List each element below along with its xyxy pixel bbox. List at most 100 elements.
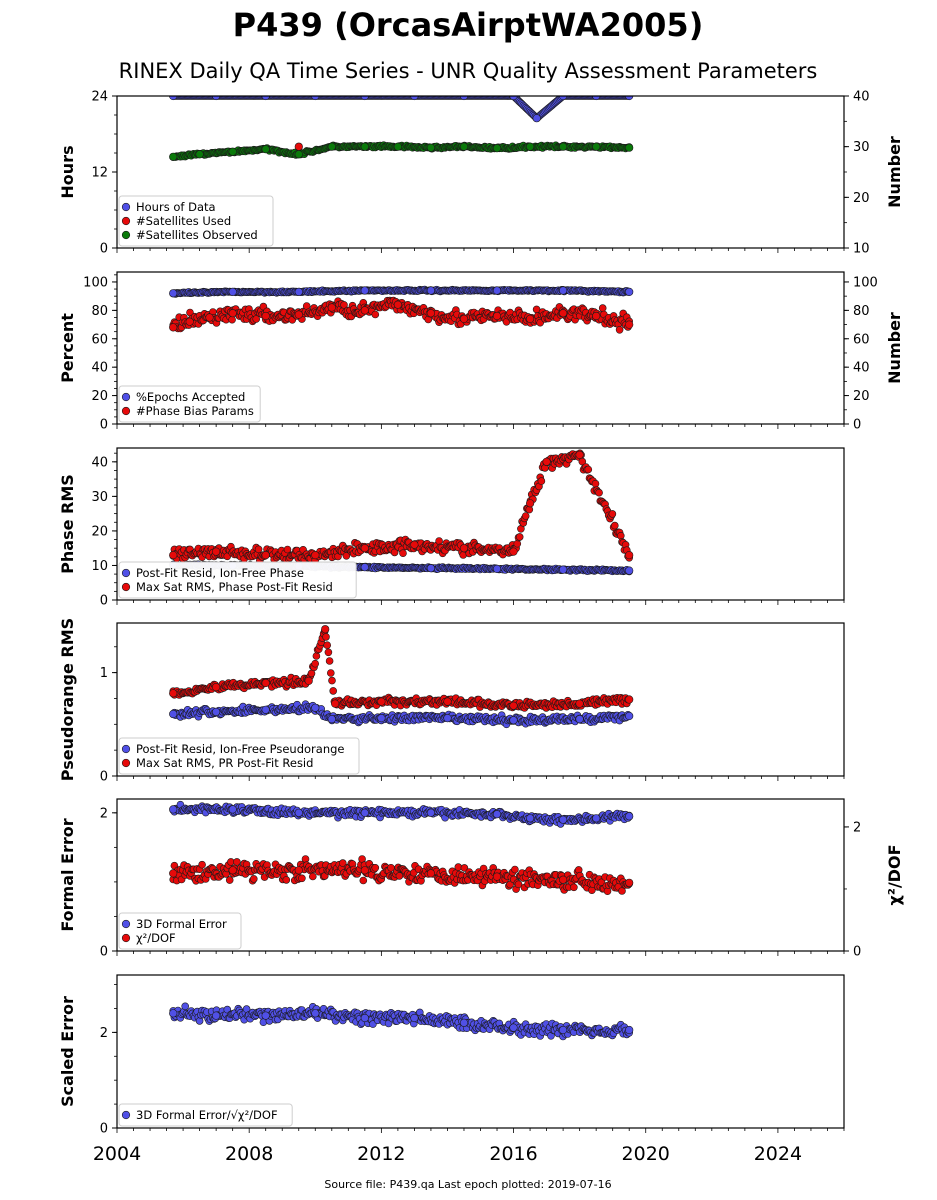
data-point <box>294 150 303 159</box>
data-point <box>298 874 306 883</box>
data-point <box>169 709 178 719</box>
data-point <box>459 314 469 324</box>
data-point <box>169 869 178 878</box>
data-point <box>228 805 237 814</box>
data-point <box>575 714 584 724</box>
data-point <box>261 705 270 714</box>
legend-box <box>118 195 274 247</box>
data-point <box>558 565 568 574</box>
data-point <box>558 1025 568 1035</box>
data-point <box>492 286 502 295</box>
y-tick-label: 0 <box>100 594 108 609</box>
data-point <box>459 1018 469 1027</box>
data-point <box>360 866 369 875</box>
legend-box <box>118 737 360 775</box>
y-tick-label: 0 <box>100 945 108 960</box>
data-point <box>327 303 336 312</box>
data-point <box>625 143 634 152</box>
y-right-tick-label: 20 <box>853 389 870 404</box>
data-point <box>360 808 369 817</box>
data-point <box>311 659 320 668</box>
data-point <box>212 547 221 556</box>
legend-box <box>118 561 357 599</box>
data-point <box>169 289 178 298</box>
figure-subtitle: RINEX Daily QA Time Series - UNR Quality… <box>119 59 818 83</box>
figure-title: P439 (OrcasAirptWA2005) <box>233 6 704 44</box>
legend-label: %Epochs Accepted <box>136 390 245 404</box>
y-right-tick-label: 20 <box>853 191 870 206</box>
y-right-tick-label: 2 <box>853 820 861 835</box>
data-point <box>393 142 403 151</box>
data-point <box>254 545 263 554</box>
data-point <box>395 872 404 880</box>
data-point <box>329 687 338 695</box>
data-point <box>608 510 617 518</box>
data-point <box>252 315 261 323</box>
x-tick-label: 2004 <box>93 1143 141 1165</box>
y-tick-label: 100 <box>83 275 108 290</box>
y-tick-label: 20 <box>91 524 108 539</box>
data-point <box>301 855 310 863</box>
data-point <box>311 1009 320 1018</box>
x-tick-label: 2020 <box>622 1143 670 1165</box>
data-point <box>360 563 369 572</box>
panel-2-points <box>169 285 634 334</box>
data-point <box>390 548 399 557</box>
legend-label: #Satellites Observed <box>136 228 258 242</box>
data-point <box>360 142 369 151</box>
data-point <box>513 539 522 548</box>
y-tick-label: 0 <box>100 1122 108 1137</box>
y-axis-label: Formal Error <box>58 818 77 931</box>
y-tick-label: 0 <box>100 418 108 433</box>
data-point <box>625 550 634 560</box>
panel-3: 0 10 20 30 40 Phase RMS Post-Fit Resid, Ion-Fr… <box>58 447 845 609</box>
data-point <box>212 682 221 692</box>
data-point <box>169 96 178 101</box>
data-point <box>591 479 600 488</box>
data-point <box>525 314 535 324</box>
data-point <box>360 96 369 101</box>
data-point <box>514 880 523 889</box>
data-point <box>169 805 178 814</box>
data-point <box>625 320 634 329</box>
x-tick-label: 2016 <box>489 1143 537 1165</box>
legend-marker <box>121 202 131 212</box>
data-point <box>592 814 601 823</box>
y-tick-label: 10 <box>91 559 108 574</box>
data-point <box>360 306 369 315</box>
shared-x-axis: 2004 2008 2012 2016 2020 2024 <box>93 1143 802 1165</box>
data-point <box>410 96 419 101</box>
data-point <box>459 544 469 553</box>
data-point <box>558 815 568 824</box>
data-point <box>312 652 321 660</box>
data-point <box>616 531 625 540</box>
data-point <box>575 450 584 460</box>
data-point <box>325 657 334 665</box>
x-tick-label: 2012 <box>357 1143 405 1165</box>
y-tick-label: 2 <box>100 806 108 821</box>
data-point <box>181 1002 189 1011</box>
data-point <box>558 875 568 884</box>
y-tick-label: 20 <box>91 389 108 404</box>
data-point <box>294 310 303 319</box>
data-point <box>261 678 270 688</box>
data-point <box>558 309 568 318</box>
y-tick-label: 80 <box>91 304 108 319</box>
legend-label: Max Sat RMS, PR Post-Fit Resid <box>136 756 313 770</box>
data-point <box>625 812 634 821</box>
data-point <box>595 488 603 497</box>
data-point <box>360 544 369 553</box>
data-point <box>509 1023 518 1032</box>
data-point <box>321 625 330 634</box>
data-point <box>592 311 601 321</box>
data-point <box>294 866 303 875</box>
data-point <box>233 858 241 866</box>
data-point <box>324 648 333 657</box>
data-point <box>311 96 320 101</box>
legend-marker <box>121 406 131 416</box>
data-point <box>304 676 313 686</box>
